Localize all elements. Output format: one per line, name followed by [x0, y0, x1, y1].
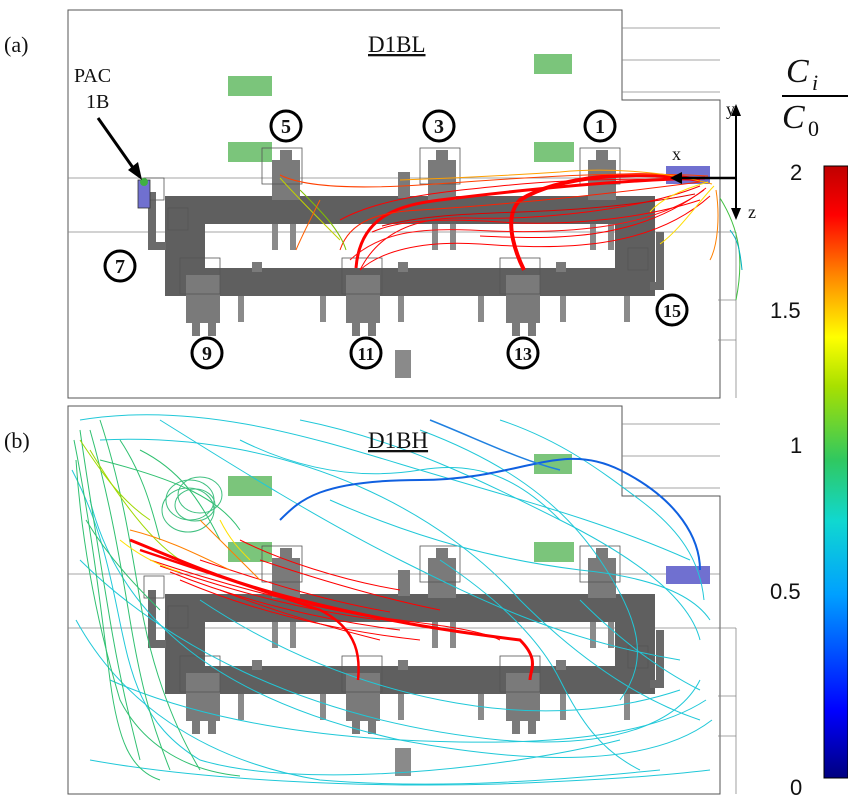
outlet-11: 11	[357, 344, 374, 364]
colorbar-tick-2: 2	[790, 160, 802, 185]
panel-a-title: D1BL	[368, 32, 426, 57]
axis-x-label: x	[672, 144, 681, 164]
axis-z-label: z	[748, 202, 756, 222]
colorbar-numerator-sub: i	[812, 70, 818, 95]
outlet-7: 7	[115, 256, 125, 278]
panel-b-label: (b)	[4, 428, 30, 453]
colorbar-tick-0-5: 0.5	[770, 579, 801, 604]
pac-line2: 1B	[86, 91, 109, 113]
panel-b: (b) D1BH	[4, 405, 737, 795]
colorbar-tick-1: 1	[790, 433, 802, 458]
outlet-3: 3	[434, 116, 444, 138]
inlet-blue-b	[666, 566, 710, 584]
colorbar-denominator: C	[782, 99, 805, 136]
outlet-9: 9	[202, 343, 212, 365]
streamlines-a	[279, 169, 743, 301]
colorbar-tick-1-5: 1.5	[770, 298, 801, 323]
outlet-5: 5	[281, 116, 291, 138]
panel-a-label: (a)	[4, 32, 28, 57]
axis-y-label: y	[726, 99, 735, 119]
colorbar-tick-0: 0	[790, 775, 802, 800]
colorbar-denominator-sub: 0	[808, 116, 819, 141]
outlet-15: 15	[663, 301, 681, 321]
pac-line1: PAC	[74, 65, 111, 87]
colorbar-numerator: C	[786, 53, 809, 90]
outlet-labels: 5 3 1 7 15 9 11 13	[103, 109, 689, 370]
panel-a: y x z (a) D1BL PAC 1B 5 3 1 7 15 9 11 13	[4, 9, 756, 399]
outlet-1: 1	[595, 116, 605, 138]
streamlines-b	[71, 414, 713, 786]
outlet-13: 13	[514, 344, 532, 364]
colorbar: C i C 0 2 1.5 1 0.5 0	[770, 53, 848, 800]
colorbar-gradient	[823, 165, 848, 779]
axis-triad	[670, 104, 741, 220]
panel-b-title: D1BH	[368, 428, 428, 453]
pac-arrow	[96, 117, 138, 173]
